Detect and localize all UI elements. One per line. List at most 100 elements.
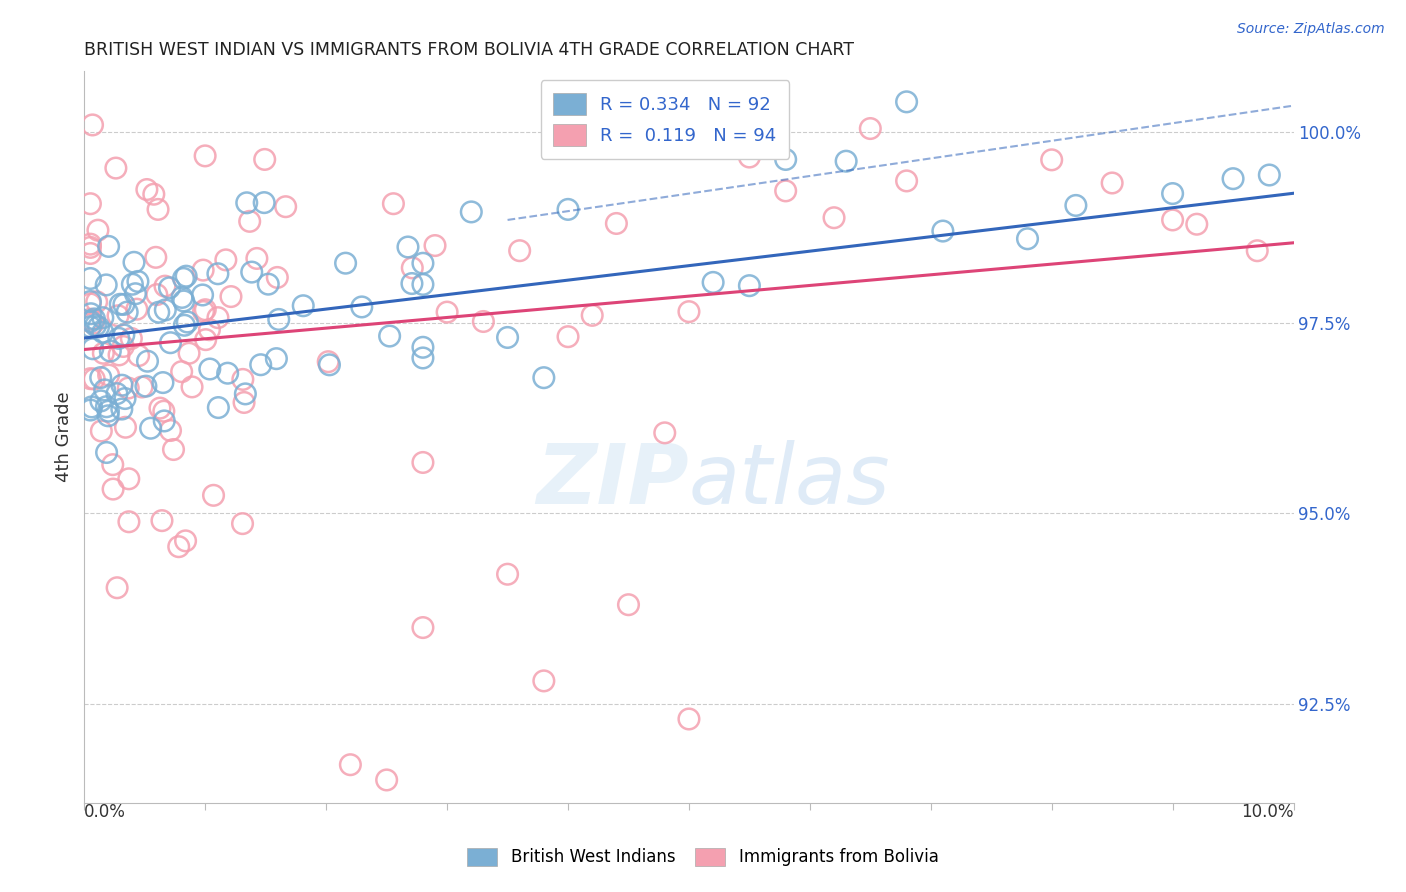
Point [1064, 198, 1087, 212]
Point [97, 404, 120, 418]
Point [96, 277, 118, 292]
Point [318, 358, 340, 372]
Point [112, 297, 135, 311]
Point [135, 182, 157, 196]
Point [170, 290, 193, 304]
Point [91, 310, 114, 325]
Point [118, 472, 141, 486]
Point [217, 366, 239, 380]
Point [146, 202, 169, 217]
Point [198, 362, 221, 376]
Point [79, 294, 101, 309]
Point [97, 368, 120, 382]
Point [159, 335, 181, 350]
Point [131, 380, 153, 394]
Point [108, 331, 131, 345]
Point [118, 515, 141, 529]
Legend: R = 0.334   N = 92, R =  0.119   N = 94: R = 0.334 N = 92, R = 0.119 N = 94 [541, 80, 789, 159]
Point [412, 455, 434, 469]
Point [396, 240, 419, 254]
Point [87, 320, 110, 334]
Point [86, 294, 108, 309]
Point [79, 196, 101, 211]
Point [823, 211, 845, 225]
Point [125, 302, 148, 317]
Point [124, 286, 146, 301]
Point [136, 354, 159, 368]
Point [191, 288, 214, 302]
Point [93, 383, 115, 397]
Point [738, 150, 761, 164]
Point [80, 400, 103, 414]
Point [249, 358, 271, 372]
Point [79, 297, 101, 311]
Point [932, 224, 955, 238]
Point [181, 380, 204, 394]
Point [219, 289, 242, 303]
Point [174, 269, 197, 284]
Point [253, 195, 276, 210]
Point [105, 581, 128, 595]
Point [79, 319, 101, 334]
Point [128, 349, 150, 363]
Text: atlas: atlas [689, 441, 890, 522]
Point [177, 346, 200, 360]
Point [1161, 213, 1184, 227]
Point [738, 278, 761, 293]
Point [412, 256, 434, 270]
Point [509, 244, 531, 258]
Point [266, 270, 288, 285]
Point [90, 424, 112, 438]
Point [97, 239, 120, 253]
Point [232, 372, 254, 386]
Point [267, 312, 290, 326]
Point [775, 184, 797, 198]
Point [93, 346, 115, 360]
Point [375, 772, 398, 787]
Point [145, 251, 167, 265]
Point [1185, 217, 1208, 231]
Point [605, 217, 627, 231]
Point [215, 252, 238, 267]
Point [198, 323, 221, 337]
Point [148, 305, 170, 319]
Point [412, 621, 434, 635]
Point [533, 673, 555, 688]
Point [240, 265, 263, 279]
Point [139, 421, 162, 435]
Point [292, 299, 315, 313]
Point [121, 277, 143, 292]
Point [112, 327, 135, 342]
Point [159, 424, 181, 438]
Point [87, 223, 110, 237]
Point [194, 149, 217, 163]
Point [253, 153, 276, 167]
Point [108, 348, 131, 362]
Point [112, 339, 135, 353]
Point [472, 314, 495, 328]
Point [101, 458, 124, 472]
Legend: British West Indians, Immigrants from Bolivia: British West Indians, Immigrants from Bo… [461, 841, 945, 873]
Point [581, 309, 603, 323]
Point [1222, 171, 1244, 186]
Point [194, 333, 217, 347]
Point [496, 330, 519, 344]
Point [153, 414, 176, 428]
Point [194, 302, 217, 317]
Point [79, 314, 101, 328]
Point [191, 263, 214, 277]
Point [101, 482, 124, 496]
Point [83, 312, 105, 326]
Point [96, 400, 118, 414]
Point [84, 318, 107, 333]
Point [79, 237, 101, 252]
Point [678, 712, 700, 726]
Point [859, 121, 882, 136]
Point [207, 401, 229, 415]
Point [120, 331, 142, 345]
Point [401, 260, 423, 275]
Point [82, 316, 104, 330]
Point [146, 287, 169, 301]
Point [111, 378, 134, 392]
Point [114, 392, 136, 406]
